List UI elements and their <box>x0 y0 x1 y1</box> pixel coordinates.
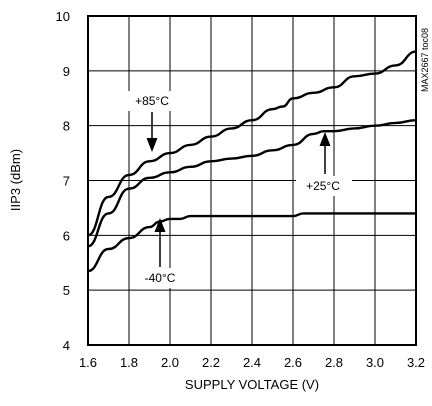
x-tick-label: 1.8 <box>120 355 138 370</box>
x-tick-label: 2.8 <box>325 355 343 370</box>
x-tick-labels: 1.6 1.8 2.0 2.2 2.4 2.6 2.8 3.0 3.2 <box>79 355 425 370</box>
x-tick-label: 2.6 <box>284 355 302 370</box>
y-tick-label: 6 <box>63 228 70 243</box>
plot-frame <box>87 15 417 346</box>
annotation-label: +25°C <box>306 179 340 193</box>
annotation-label: +85°C <box>135 94 169 108</box>
annotation-arrow-head <box>154 218 166 232</box>
annotation-arrow-head <box>319 132 331 146</box>
data-curves <box>87 50 417 273</box>
series-line-1 <box>87 119 417 248</box>
x-tick-label: 2.2 <box>202 355 220 370</box>
figure-code: MAX2667 toc08 <box>420 28 430 92</box>
annotation-background <box>124 91 180 111</box>
y-tick-label: 4 <box>63 338 70 353</box>
x-tick-label: 3.2 <box>407 355 425 370</box>
y-tick-labels: 4 5 6 7 8 9 10 <box>56 9 70 353</box>
y-tick-label: 10 <box>56 9 70 24</box>
annotation-arrow-head <box>146 138 158 152</box>
annotation-label: -40°C <box>145 271 176 285</box>
series-line-2 <box>87 212 416 273</box>
x-axis-label: SUPPLY VOLTAGE (V) <box>185 377 319 392</box>
y-axis-label: IIP3 (dBm) <box>8 149 23 211</box>
annotations: +85°C +25°C -40°C <box>124 91 352 288</box>
x-tick-label: 1.6 <box>79 355 97 370</box>
y-tick-label: 7 <box>63 174 70 189</box>
annotation-background <box>134 268 186 288</box>
y-tick-label: 8 <box>63 119 70 134</box>
x-tick-label: 2.0 <box>161 355 179 370</box>
y-tick-label: 5 <box>63 283 70 298</box>
x-tick-label: 2.4 <box>243 355 261 370</box>
x-tick-label: 3.0 <box>366 355 384 370</box>
y-tick-label: 9 <box>63 64 70 79</box>
series-line-0 <box>87 50 417 237</box>
grid-lines <box>88 16 416 345</box>
annotation-background <box>296 176 352 196</box>
